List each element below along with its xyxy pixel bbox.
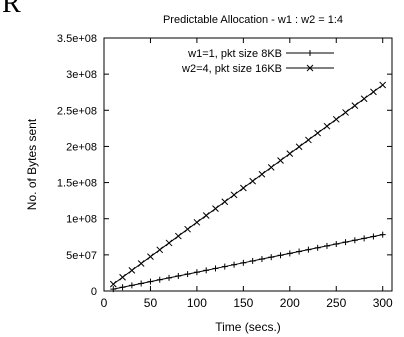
data-point: [324, 123, 330, 129]
series-2: [110, 82, 385, 287]
data-point: [268, 254, 274, 260]
series-2-line: [113, 85, 382, 284]
data-point: [361, 96, 367, 102]
data-point: [147, 254, 153, 260]
y-tick-label: 3.5e+08: [57, 33, 97, 45]
legend-label: w1=1, pkt size 8KB: [187, 48, 282, 60]
data-point: [222, 264, 228, 270]
data-point: [352, 103, 358, 109]
series-1: [110, 232, 385, 293]
data-point: [333, 116, 339, 122]
series-1-line: [113, 235, 382, 290]
data-point: [380, 232, 386, 238]
x-tick-label: 0: [101, 296, 108, 310]
data-point: [259, 256, 265, 262]
y-tick-label: 3e+08: [66, 69, 97, 81]
x-tick-label: 150: [233, 296, 253, 310]
data-point: [343, 239, 349, 245]
y-axis-label: No. of Bytes sent: [25, 118, 39, 210]
y-tick-label: 5e+07: [66, 250, 97, 262]
data-point: [120, 284, 126, 290]
legend-label: w2=4, pkt size 16KB: [181, 63, 282, 75]
y-tick-label: 0: [91, 286, 97, 298]
data-point: [259, 171, 265, 177]
data-point: [138, 261, 144, 267]
data-point: [268, 164, 274, 170]
data-point: [250, 258, 256, 264]
y-tick-label: 1e+08: [66, 214, 97, 226]
data-point: [296, 144, 302, 150]
data-point: [278, 252, 284, 258]
data-point: [287, 250, 293, 256]
data-point: [352, 237, 358, 243]
legend: w1=1, pkt size 8KB w2=4, pkt size 16KB: [181, 48, 334, 75]
series-layer: [110, 82, 385, 292]
x-tick-label: 300: [373, 296, 393, 310]
data-point: [120, 274, 126, 280]
data-point: [315, 245, 321, 251]
chart-title: Predictable Allocation - w1 : w2 = 1:4: [163, 14, 343, 26]
data-point: [222, 199, 228, 205]
x-axis-label: Time (secs.): [215, 320, 281, 334]
data-point: [203, 212, 209, 218]
data-point: [370, 233, 376, 239]
data-point: [324, 243, 330, 249]
x-tick-label: 50: [144, 296, 158, 310]
data-point: [380, 82, 386, 88]
data-point: [185, 226, 191, 232]
y-tick-label: 1.5e+08: [57, 178, 97, 190]
data-point: [240, 260, 246, 266]
data-point: [166, 275, 172, 281]
data-point: [157, 247, 163, 253]
plot-area: [104, 38, 392, 291]
data-point: [296, 249, 302, 255]
data-point: [212, 265, 218, 271]
data-point: [305, 137, 311, 143]
data-point: [278, 158, 284, 164]
y-tick-label: 2e+08: [66, 141, 97, 153]
data-point: [250, 178, 256, 184]
data-point: [305, 247, 311, 253]
data-point: [185, 271, 191, 277]
data-point: [194, 269, 200, 275]
x-tick-label: 250: [326, 296, 346, 310]
data-point: [166, 240, 172, 246]
data-point: [240, 185, 246, 191]
data-point: [147, 279, 153, 285]
data-point: [129, 282, 135, 288]
data-point: [175, 273, 181, 279]
data-point: [333, 241, 339, 247]
data-point: [361, 235, 367, 241]
data-point: [138, 280, 144, 286]
data-point: [212, 206, 218, 212]
y-tick-label: 2.5e+08: [57, 105, 97, 117]
legend-marker: [307, 50, 313, 56]
data-point: [231, 262, 237, 268]
data-point: [157, 277, 163, 283]
data-point: [370, 89, 376, 95]
x-axis: 0 50 100 150 200 250 300: [101, 38, 393, 310]
data-point: [175, 233, 181, 239]
data-point: [315, 130, 321, 136]
data-point: [343, 109, 349, 115]
data-point: [129, 267, 135, 273]
data-point: [231, 192, 237, 198]
x-tick-label: 200: [280, 296, 300, 310]
data-point: [203, 267, 209, 273]
data-point: [194, 219, 200, 225]
data-point: [287, 151, 293, 157]
x-tick-label: 100: [187, 296, 207, 310]
